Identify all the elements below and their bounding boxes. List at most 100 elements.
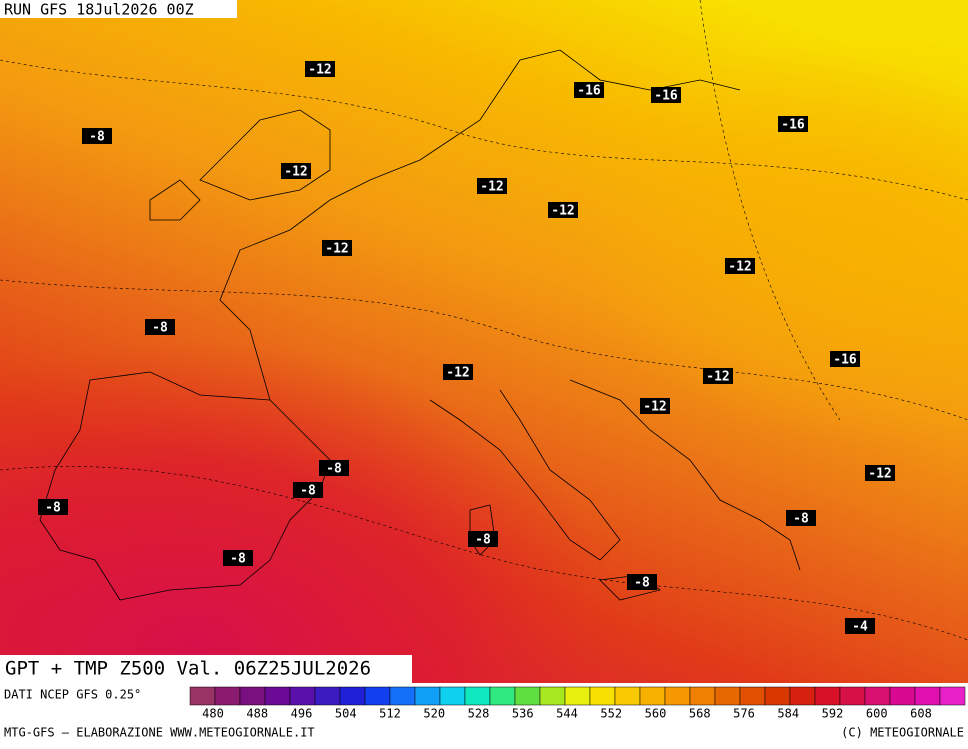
- color-swatch: [439, 686, 466, 706]
- coastlines: [39, 49, 801, 601]
- temperature-label: -8: [293, 482, 323, 499]
- label-box: [319, 460, 349, 476]
- label-box: [223, 550, 253, 566]
- label-text: -12: [325, 242, 348, 257]
- label-box: [145, 319, 175, 335]
- color-swatch: [189, 686, 216, 706]
- color-swatch: [764, 686, 791, 706]
- label-text: -16: [577, 84, 601, 99]
- label-box: [281, 163, 311, 179]
- temperature-label: -12: [640, 398, 670, 415]
- label-text: -8: [89, 130, 105, 145]
- color-swatch: [814, 686, 841, 706]
- temperature-label: -12: [281, 163, 311, 180]
- color-swatch: [689, 686, 716, 706]
- colorbar-tick-label: 568: [689, 707, 711, 721]
- colorbar-tick-label: 496: [291, 707, 313, 721]
- label-box: [640, 398, 670, 414]
- label-text: -12: [706, 370, 729, 385]
- color-swatch: [289, 686, 316, 706]
- temperature-label: -12: [865, 465, 895, 482]
- isotherms: [0, 0, 968, 641]
- color-swatch: [464, 686, 491, 706]
- temperature-label: -12: [322, 240, 352, 257]
- color-swatch: [564, 686, 591, 706]
- title-box: [0, 655, 412, 683]
- map-title: GPT + TMP Z500 Val. 06Z25JUL2026: [5, 658, 371, 680]
- label-text: -8: [326, 462, 342, 477]
- label-text: -12: [284, 165, 307, 180]
- color-swatch: [514, 686, 541, 706]
- label-box: [778, 116, 808, 132]
- colorbar-tick-label: 552: [600, 707, 622, 721]
- label-box: [305, 61, 335, 77]
- color-swatch: [589, 686, 616, 706]
- label-text: -8: [634, 576, 650, 591]
- colorbar-tick-label: 576: [733, 707, 755, 721]
- label-text: -8: [300, 484, 316, 499]
- color-swatch: [314, 686, 341, 706]
- label-box: [38, 499, 68, 515]
- label-text: -8: [475, 533, 491, 548]
- colorbar-tick-label: 536: [512, 707, 534, 721]
- label-text: -8: [230, 552, 246, 567]
- color-swatch: [939, 686, 966, 706]
- color-swatch: [264, 686, 291, 706]
- color-swatch: [239, 686, 266, 706]
- color-swatch: [339, 686, 366, 706]
- colorbar-tick-label: 608: [910, 707, 932, 721]
- label-box: [651, 87, 681, 103]
- color-swatch: [789, 686, 816, 706]
- map-area: -12 -16 -16 -16 -8 -12 -12 -12 -12 -12 -8 -16 -12 -12…: [0, 0, 968, 683]
- label-text: -8: [152, 321, 168, 336]
- label-box: [443, 364, 473, 380]
- label-box: [627, 574, 657, 590]
- label-box: [82, 128, 112, 144]
- label-text: -12: [643, 400, 666, 415]
- label-box: [845, 618, 875, 634]
- temperature-field: [0, 0, 968, 683]
- temperature-label: -4: [845, 618, 875, 635]
- label-text: -8: [793, 512, 809, 527]
- label-text: -12: [551, 204, 574, 219]
- label-text: -12: [868, 467, 891, 482]
- label-box: [293, 482, 323, 498]
- color-swatch: [739, 686, 766, 706]
- label-text: -4: [852, 620, 868, 635]
- label-box: [786, 510, 816, 526]
- temperature-label: -12: [477, 178, 507, 195]
- credit: MTG-GFS – ELABORAZIONE WWW.METEOGIORNALE…: [4, 726, 315, 740]
- temperature-label: -16: [830, 351, 860, 368]
- color-swatch: [489, 686, 516, 706]
- colorbar-tick-label: 528: [468, 707, 490, 721]
- temperature-label: -12: [443, 364, 473, 381]
- temperature-label: -8: [468, 531, 498, 548]
- color-swatch: [364, 686, 391, 706]
- colorbar-tick-label: 480: [202, 707, 224, 721]
- temperature-label: -12: [548, 202, 578, 219]
- label-text: -12: [446, 366, 469, 381]
- temperature-label: -8: [223, 550, 253, 567]
- color-swatch: [214, 686, 241, 706]
- label-box: [865, 465, 895, 481]
- label-box: [725, 258, 755, 274]
- colorbar-tick-label: 520: [423, 707, 445, 721]
- color-swatch: [914, 686, 941, 706]
- temperature-labels: -12 -16 -16 -16 -8 -12 -12 -12 -12 -12 -8 -16 -12 -12…: [38, 61, 895, 635]
- label-text: -12: [308, 63, 331, 78]
- label-text: -12: [728, 260, 751, 275]
- color-swatch: [864, 686, 891, 706]
- temperature-label: -16: [778, 116, 808, 133]
- colorbar-tick-label: 504: [335, 707, 357, 721]
- run-box: [0, 0, 237, 18]
- temperature-label: -8: [145, 319, 175, 336]
- color-swatch: [614, 686, 641, 706]
- temperature-label: -16: [574, 82, 604, 99]
- label-text: -16: [654, 89, 678, 104]
- label-text: -12: [480, 180, 503, 195]
- temperature-label: -8: [319, 460, 349, 477]
- temperature-label: -8: [38, 499, 68, 516]
- label-box: [703, 368, 733, 384]
- colorbar-tick-label: 592: [822, 707, 844, 721]
